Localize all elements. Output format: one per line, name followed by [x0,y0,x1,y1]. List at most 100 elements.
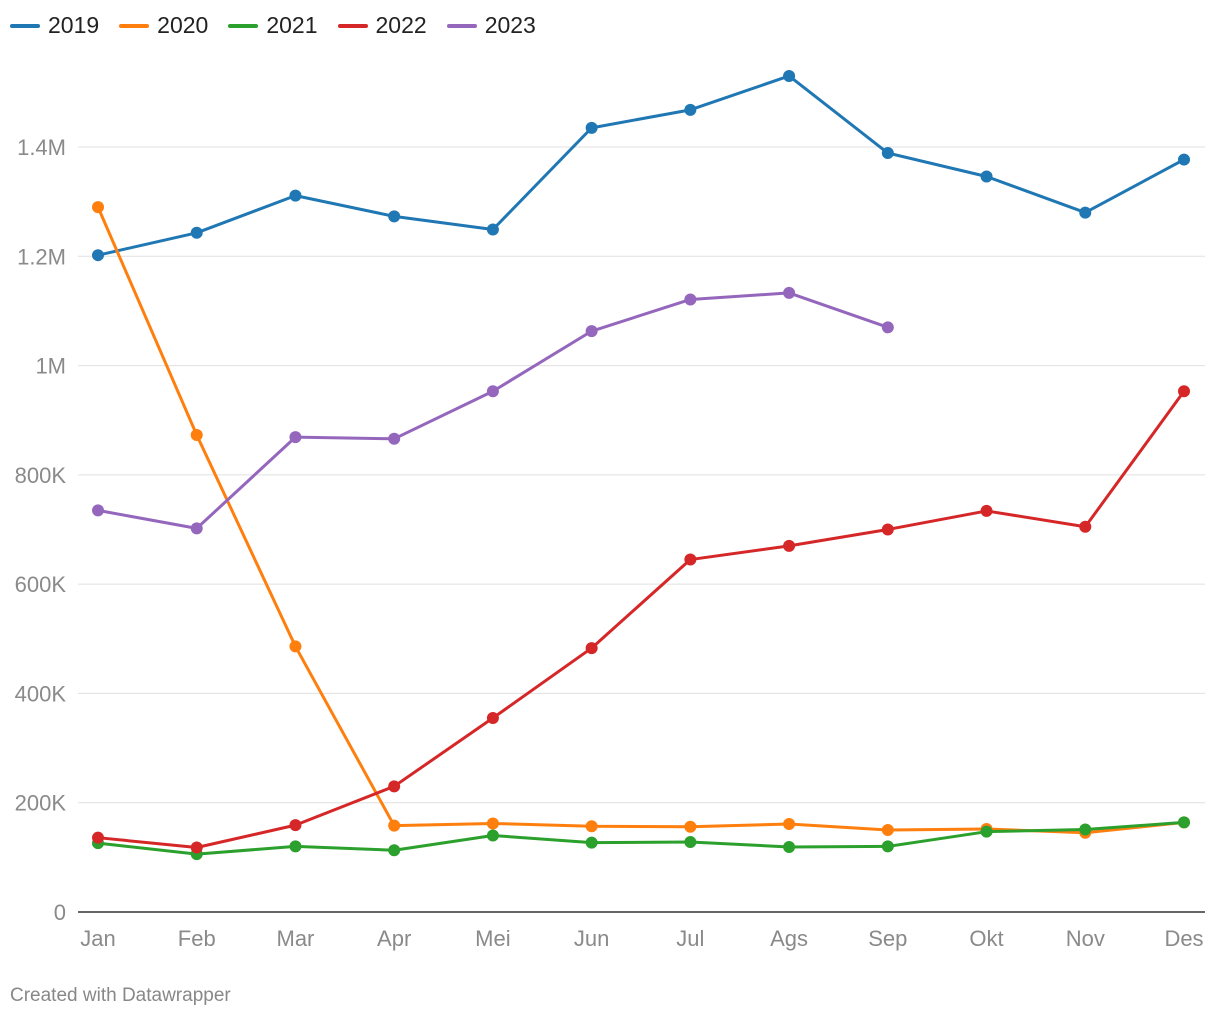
data-point [289,819,302,832]
legend-label: 2023 [484,12,536,38]
legend-label: 2020 [157,12,209,38]
series-line [96,820,1186,856]
data-point [289,640,302,653]
data-point [289,431,302,444]
series-2023 [92,286,894,535]
data-point [92,249,104,262]
legend-label: 2019 [48,12,100,38]
legend-item: 2020 [119,12,208,39]
data-point [585,836,598,849]
data-point [980,504,993,517]
data-point [486,829,499,842]
legend-swatch [10,23,40,28]
y-tick-label: 1M [35,354,66,379]
data-point [388,432,401,445]
data-point [190,841,203,854]
x-tick-label: Ags [770,926,808,951]
data-point [92,504,104,517]
data-point [881,523,894,536]
data-point [388,819,401,832]
data-point [783,286,796,299]
chart-legend: 2019 2020 2021 2022 2023 [10,12,536,39]
y-tick-label: 600K [15,572,67,597]
data-point [1178,385,1190,398]
data-point [783,840,796,853]
data-point [486,385,499,398]
data-point [388,844,401,857]
data-point [881,840,894,853]
x-tick-label: Jan [80,926,115,951]
footer-credit: Created with Datawrapper [10,985,231,1006]
y-tick-label: 200K [15,791,67,816]
y-tick-label: 800K [15,463,67,488]
y-tick-label: 400K [15,681,67,706]
series-line [96,291,890,530]
data-point [289,189,302,202]
x-tick-label: Apr [377,926,411,951]
series-line [96,389,1186,850]
data-point [1079,206,1092,219]
x-tick-label: Okt [969,926,1003,951]
legend-item: 2019 [10,12,99,39]
series-2020 [92,201,1190,839]
data-point [486,817,499,830]
data-point [585,325,598,338]
data-point [783,818,796,831]
data-point [881,824,894,837]
data-point [1079,520,1092,533]
data-point [783,539,796,552]
legend-swatch [446,23,477,28]
y-tick-label: 1.2M [17,244,66,269]
data-point [190,522,203,535]
series-2021 [92,816,1190,861]
series-2022 [92,385,1190,854]
x-tick-label: Mar [277,926,315,951]
data-point [980,170,993,183]
data-point [486,223,499,236]
data-point [881,321,894,334]
x-tick-label: Nov [1066,926,1105,951]
data-point [1178,816,1190,829]
legend-label: 2022 [375,12,427,38]
data-point [92,201,104,214]
legend-item: 2023 [446,12,536,39]
y-tick-label: 1.4M [17,135,66,160]
data-point [585,642,598,655]
data-point [684,820,697,833]
data-point [289,840,302,853]
data-point [190,428,203,441]
data-point [980,825,993,838]
data-point [684,293,697,306]
series-line [96,74,1186,257]
data-point [684,103,697,116]
data-point [190,226,203,239]
x-tick-label: Des [1164,926,1203,951]
data-point [684,553,697,566]
series-2019 [92,69,1190,262]
data-point [388,210,401,223]
data-point [92,831,104,844]
legend-swatch [228,23,259,28]
legend-item: 2021 [228,12,318,39]
series-line [96,205,1186,835]
x-tick-label: Feb [178,926,216,951]
data-point [1079,823,1092,836]
data-point [585,820,598,833]
x-tick-label: Sep [868,926,907,951]
data-point [486,712,499,725]
y-tick-label: 0 [54,900,66,925]
data-point [1178,153,1190,166]
x-tick-label: Jul [676,926,704,951]
legend-item: 2022 [337,12,427,39]
data-point [783,69,796,82]
x-tick-label: Jun [574,926,609,951]
data-point [585,121,598,134]
legend-swatch [119,23,150,28]
legend-swatch [337,23,368,28]
data-point [684,836,697,849]
legend-label: 2021 [266,12,318,38]
x-tick-label: Mei [475,926,510,951]
data-point [388,780,401,793]
data-point [881,147,894,160]
